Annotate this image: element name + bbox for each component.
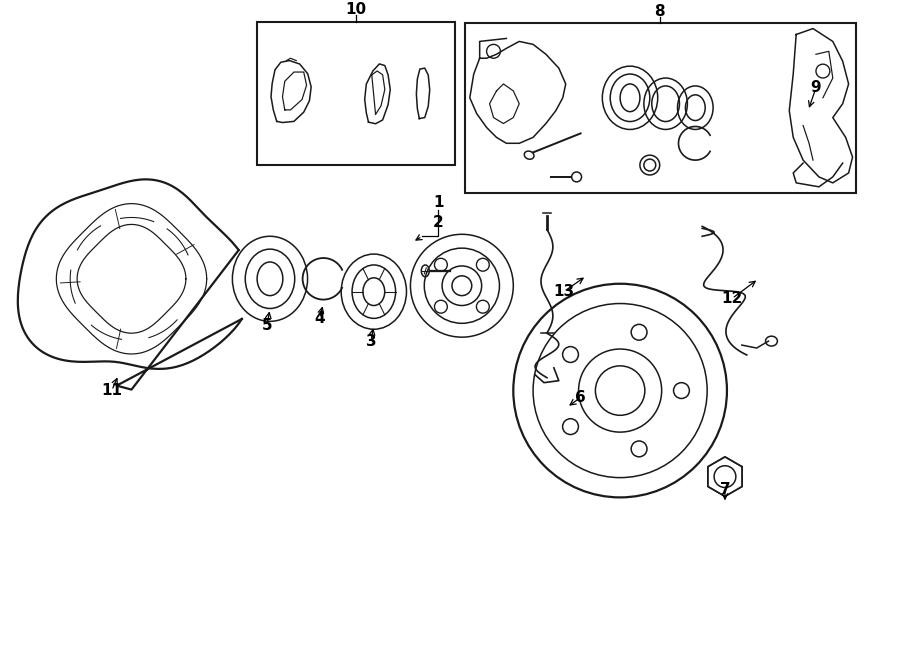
Text: 6: 6 [575, 390, 586, 405]
Bar [464, 22, 856, 193]
Text: 1: 1 [433, 195, 444, 210]
Text: 11: 11 [101, 383, 122, 398]
Text: 3: 3 [365, 334, 376, 348]
Text: 7: 7 [720, 482, 730, 497]
Text: 2: 2 [433, 215, 444, 230]
Text: 10: 10 [346, 2, 366, 17]
Text: 12: 12 [721, 291, 742, 306]
Text: 4: 4 [314, 311, 325, 326]
Text: 8: 8 [654, 4, 665, 19]
Text: 9: 9 [811, 81, 822, 95]
Ellipse shape [572, 172, 581, 182]
Text: 5: 5 [262, 318, 273, 332]
Text: 13: 13 [554, 284, 574, 299]
Ellipse shape [421, 265, 429, 277]
Ellipse shape [525, 151, 534, 159]
Bar [257, 22, 454, 165]
